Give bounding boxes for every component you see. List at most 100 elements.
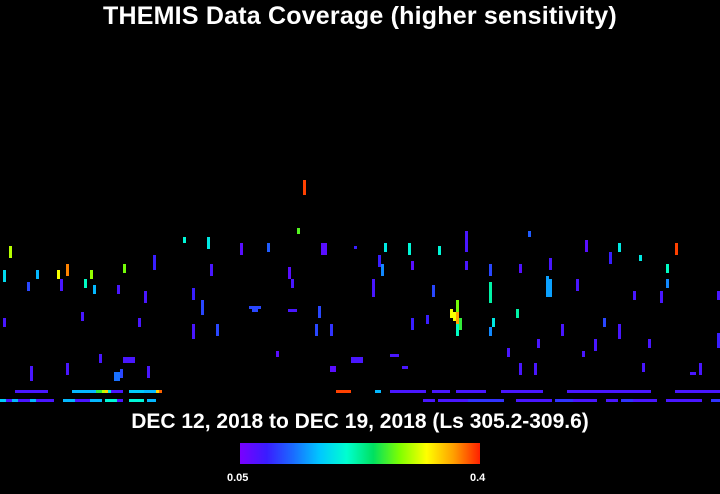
coverage-cell (609, 390, 612, 393)
colorbar-min-label: 0.05 (227, 472, 249, 484)
coverage-cell (45, 390, 48, 393)
coverage-cell (558, 399, 561, 402)
coverage-cell (519, 264, 522, 267)
coverage-cell (489, 282, 492, 285)
coverage-cell (687, 399, 690, 402)
coverage-cell (408, 252, 411, 255)
coverage-cell (99, 357, 102, 360)
coverage-cell (411, 390, 414, 393)
coverage-cell (315, 324, 318, 327)
coverage-cell (147, 375, 150, 378)
coverage-cell (276, 351, 279, 354)
coverage-cell (459, 399, 462, 402)
coverage-cell (471, 390, 474, 393)
coverage-cell (216, 333, 219, 336)
coverage-cell (153, 255, 156, 258)
coverage-cell (519, 399, 522, 402)
coverage-cell (618, 243, 621, 246)
coverage-cell (216, 327, 219, 330)
coverage-cell (636, 390, 639, 393)
coverage-cell (576, 399, 579, 402)
coverage-cell (522, 399, 525, 402)
coverage-cell (666, 267, 669, 270)
coverage-cell (336, 390, 339, 393)
coverage-cell (192, 336, 195, 339)
coverage-cell (63, 399, 66, 402)
coverage-cell (594, 348, 597, 351)
coverage-cell (36, 270, 39, 273)
coverage-cell (354, 246, 357, 249)
coverage-cell (660, 297, 663, 300)
coverage-cell (9, 249, 12, 252)
coverage-cell (291, 309, 294, 312)
coverage-cell (123, 357, 126, 360)
coverage-cell (210, 273, 213, 276)
coverage-cell (381, 264, 384, 267)
coverage-cell (357, 360, 360, 363)
coverage-cell (267, 243, 270, 246)
coverage-cell (276, 354, 279, 357)
coverage-cell (378, 261, 381, 264)
coverage-cell (117, 372, 120, 375)
coverage-cell (375, 390, 378, 393)
coverage-cell (465, 231, 468, 234)
coverage-cell (699, 372, 702, 375)
coverage-cell (630, 399, 633, 402)
coverage-cell (609, 255, 612, 258)
coverage-cell (318, 315, 321, 318)
coverage-cell (120, 369, 123, 372)
coverage-cell (27, 282, 30, 285)
coverage-cell (153, 264, 156, 267)
coverage-cell (633, 399, 636, 402)
coverage-cell (60, 288, 63, 291)
coverage-cell (315, 330, 318, 333)
coverage-cell (696, 399, 699, 402)
coverage-cell (441, 399, 444, 402)
coverage-cell (354, 357, 357, 360)
coverage-cell (240, 246, 243, 249)
coverage-cell (477, 390, 480, 393)
coverage-cell (549, 279, 552, 282)
coverage-cell (411, 321, 414, 324)
coverage-cell (333, 369, 336, 372)
coverage-cell (528, 390, 531, 393)
coverage-cell (183, 237, 186, 240)
coverage-cell (111, 390, 114, 393)
coverage-cell (621, 399, 624, 402)
coverage-cell (381, 267, 384, 270)
coverage-cell (678, 399, 681, 402)
coverage-cell (108, 399, 111, 402)
coverage-cell (93, 285, 96, 288)
coverage-cell (705, 390, 708, 393)
coverage-cell (699, 390, 702, 393)
coverage-cell (624, 399, 627, 402)
coverage-cell (675, 243, 678, 246)
coverage-cell (138, 324, 141, 327)
coverage-cell (465, 234, 468, 237)
coverage-cell (294, 309, 297, 312)
coverage-cell (30, 372, 33, 375)
coverage-cell (543, 399, 546, 402)
coverage-cell (372, 288, 375, 291)
coverage-cell (315, 333, 318, 336)
coverage-cell (135, 390, 138, 393)
coverage-cell (660, 300, 663, 303)
coverage-cell (438, 246, 441, 249)
coverage-cell (519, 267, 522, 270)
coverage-cell (72, 399, 75, 402)
coverage-cell (591, 399, 594, 402)
coverage-cell (489, 273, 492, 276)
coverage-cell (717, 294, 720, 297)
coverage-cell (348, 390, 351, 393)
coverage-cell (114, 378, 117, 381)
coverage-cell (453, 312, 456, 315)
coverage-cell (192, 297, 195, 300)
coverage-cell (330, 366, 333, 369)
coverage-cell (456, 312, 459, 315)
coverage-cell (681, 399, 684, 402)
coverage-cell (537, 390, 540, 393)
coverage-cell (459, 324, 462, 327)
coverage-cell (480, 399, 483, 402)
coverage-cell (453, 318, 456, 321)
coverage-cell (489, 300, 492, 303)
